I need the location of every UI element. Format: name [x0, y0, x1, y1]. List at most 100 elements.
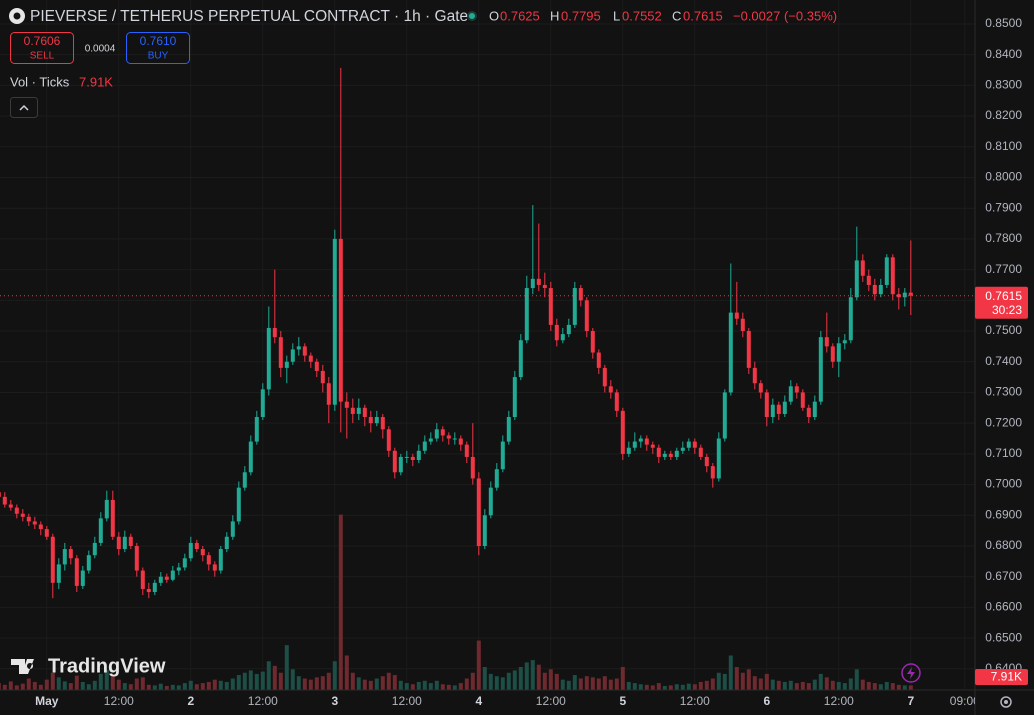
sell-button[interactable] [10, 32, 74, 64]
volume-bar [596, 678, 601, 690]
candle-body [230, 521, 235, 537]
sell-price: 0.7606 [24, 34, 61, 48]
volume-bar [548, 669, 553, 690]
y-tick-label: 0.8000 [985, 170, 1022, 184]
volume-bar [128, 684, 133, 690]
candle-body [74, 558, 79, 586]
y-tick-label: 0.7700 [985, 262, 1022, 276]
candle-body [158, 576, 163, 583]
symbol-icon-inner [13, 12, 21, 20]
candle-body [338, 238, 343, 402]
ohlc-letter: H [550, 8, 559, 23]
candle-body [32, 521, 37, 525]
volume-bar [482, 667, 487, 690]
candle-body [734, 312, 739, 319]
x-tick-label: 09:00 [950, 694, 980, 708]
volume-bar [908, 685, 913, 690]
y-tick-label: 0.8400 [985, 47, 1022, 61]
x-tick-label: 6 [763, 694, 770, 708]
volume-bar [464, 678, 469, 690]
sell-label: SELL [30, 51, 55, 62]
alert-icon[interactable] [901, 663, 921, 683]
candle-body [662, 453, 667, 457]
volume-bar [332, 661, 337, 690]
last-price-label: 0.7615 [985, 289, 1022, 303]
volume-bar [440, 684, 445, 690]
symbol-title[interactable]: PIEVERSE / TETHERUS PERPETUAL CONTRACT ·… [30, 8, 468, 25]
volume-bar [92, 680, 97, 690]
x-tick-label: 12:00 [680, 694, 710, 708]
candle-body [614, 392, 619, 411]
volume-bar [254, 673, 259, 690]
indicator-name[interactable]: Vol · Ticks [10, 74, 70, 89]
candle-body [554, 324, 559, 341]
candle-body [698, 447, 703, 457]
volume-bar [860, 679, 865, 690]
candle-body [188, 542, 193, 559]
candle-body [416, 450, 421, 460]
candle-body [494, 469, 499, 488]
x-tick-label: May [35, 694, 59, 708]
candle-body [140, 570, 145, 589]
volume-bar [50, 672, 55, 690]
candle-body [14, 507, 19, 514]
volume-bar [218, 680, 223, 690]
volume-bar [68, 683, 73, 690]
volume-bar [188, 680, 193, 690]
candle-body [104, 499, 109, 519]
candle-body [794, 386, 799, 393]
volume-bar [404, 683, 409, 690]
candle-body [20, 513, 25, 517]
candle-body [80, 570, 85, 586]
volume-bar [896, 684, 901, 690]
candle-body [194, 542, 199, 550]
volume-bar [776, 680, 781, 690]
candle-body [902, 292, 907, 298]
volume-bar [134, 678, 139, 690]
candle-body [440, 429, 445, 436]
volume-bar [632, 683, 637, 690]
volume-bar [668, 685, 673, 690]
volume-bar [644, 684, 649, 690]
candle-body [170, 570, 175, 580]
volume-badge-label: 7.91K [991, 670, 1022, 684]
volume-bar [2, 684, 7, 690]
volume-bar [230, 678, 235, 690]
indicator-value: 7.91K [79, 74, 113, 89]
buy-label: BUY [148, 51, 169, 62]
volume-bar [836, 681, 841, 690]
candle-body [410, 456, 415, 460]
axes: 0.64000.65000.66000.67000.68000.69000.70… [35, 16, 1022, 708]
brand-name[interactable]: TradingView [48, 655, 166, 677]
candle-body [38, 524, 43, 530]
candle-body [290, 349, 295, 362]
volume-bar [458, 683, 463, 690]
volume-bar [590, 677, 595, 690]
buy-button[interactable] [126, 32, 190, 64]
volume-bar [104, 669, 109, 690]
candle-body [302, 346, 307, 356]
candle-body [740, 318, 745, 332]
candle-body [572, 288, 577, 325]
candle-body [686, 441, 691, 448]
candle-body [482, 515, 487, 546]
candle-body [206, 555, 211, 565]
volume-bar [26, 678, 31, 690]
y-tick-label: 0.8100 [985, 139, 1022, 153]
y-tick-label: 0.6600 [985, 600, 1022, 614]
collapse-button[interactable] [10, 97, 38, 118]
volume-bar [356, 677, 361, 690]
candle-body [392, 450, 397, 473]
x-tick-label: 12:00 [536, 694, 566, 708]
volume-bar [164, 685, 169, 690]
ohlc-letter: O [489, 8, 499, 23]
candle-body [884, 257, 889, 285]
candle-body [812, 401, 817, 418]
volume-bar [770, 679, 775, 690]
candle-body [92, 542, 97, 556]
candle-body [266, 327, 271, 390]
settings-icon[interactable] [1000, 696, 1012, 708]
candle-body [152, 582, 157, 593]
candle-body [218, 549, 223, 571]
